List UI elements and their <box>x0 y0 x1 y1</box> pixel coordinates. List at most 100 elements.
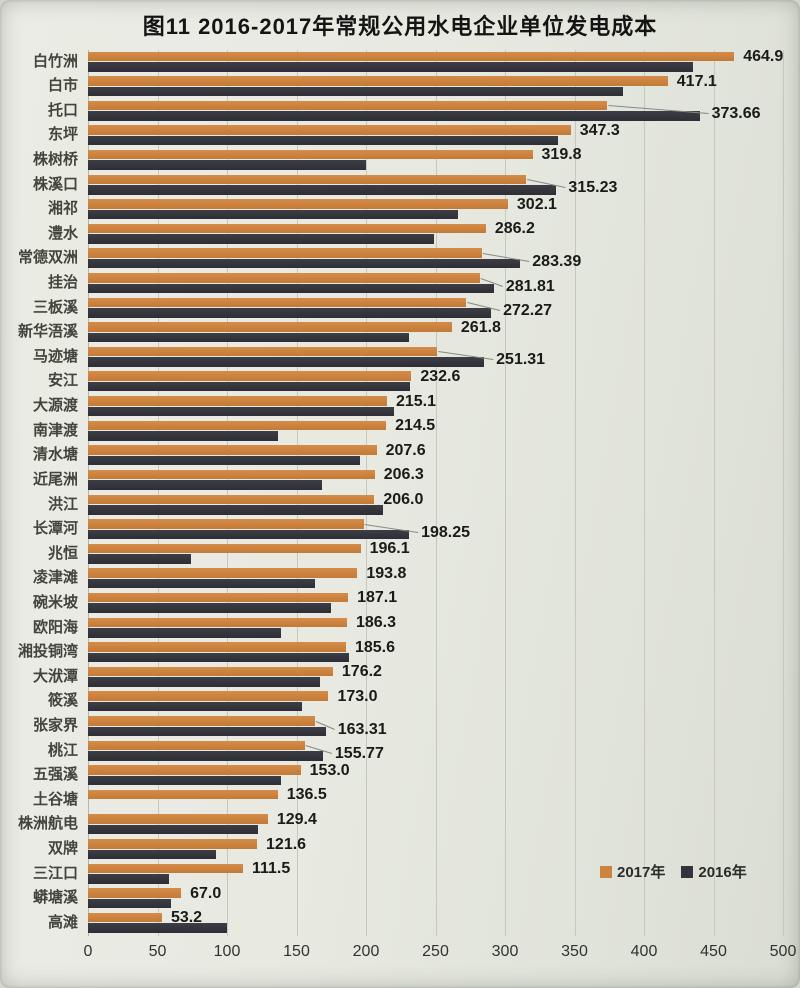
category-label: 挂治 <box>47 274 78 291</box>
category-label: 安江 <box>47 372 78 390</box>
bar-2016 <box>88 578 315 589</box>
category-label: 马迹塘 <box>32 347 78 365</box>
bar-2017 <box>88 592 349 603</box>
bar-2017 <box>88 666 333 677</box>
bar-2016 <box>88 603 332 613</box>
value-label: 347.3 <box>579 121 620 139</box>
bar-2016 <box>88 234 435 244</box>
category-label: 湘投铜湾 <box>17 643 78 661</box>
bar-2016 <box>88 332 410 343</box>
bar-2017 <box>88 223 486 234</box>
legend-item-2016: 2016年 <box>681 861 747 882</box>
bar-2017 <box>88 273 480 283</box>
category-label: 白市 <box>47 77 78 95</box>
value-label: 198.25 <box>421 523 471 541</box>
value-label: 315.23 <box>568 179 618 197</box>
bar-2017 <box>88 199 508 209</box>
bar-2016 <box>88 185 557 195</box>
value-label: 196.1 <box>369 540 410 558</box>
bar-2016 <box>88 726 326 736</box>
value-label: 417.1 <box>676 72 717 90</box>
x-tick-label: 400 <box>630 943 658 960</box>
bar-2016 <box>88 824 258 835</box>
gridline <box>505 50 506 936</box>
category-label: 土谷塘 <box>32 790 78 808</box>
bar-2017 <box>88 494 375 504</box>
value-label: 111.5 <box>251 860 291 878</box>
bar-2016 <box>88 554 191 564</box>
bar-2017 <box>88 76 668 86</box>
bar-2016 <box>88 751 323 761</box>
category-label: 兆恒 <box>47 544 78 562</box>
category-label: 高滩 <box>47 913 78 931</box>
category-labels: 白竹洲 白市 托口 东坪 株树桥 株溪口 湘祁 澧水 常德双洲 挂治 三板溪 新华浯溪 马迹塘 安江 大源渡… <box>0 50 84 936</box>
value-label: 173.0 <box>337 687 378 705</box>
value-label: 136.5 <box>286 786 327 804</box>
value-label: 319.8 <box>541 146 582 164</box>
value-label: 302.1 <box>516 195 557 213</box>
x-tick-label: 450 <box>700 943 727 960</box>
bar-2017 <box>88 469 375 480</box>
bar-2017 <box>88 888 182 898</box>
bar-2017 <box>88 396 387 406</box>
category-label: 常德双洲 <box>17 249 78 267</box>
category-label: 大洑潭 <box>32 667 78 685</box>
value-label: 464.9 <box>743 48 784 65</box>
gridline <box>296 50 298 936</box>
bar-2016 <box>88 357 485 367</box>
bar-2017 <box>88 100 608 111</box>
category-label: 张家界 <box>32 717 78 734</box>
bar-2017 <box>88 519 364 529</box>
gridline <box>366 50 367 936</box>
category-label: 长潭河 <box>32 520 78 538</box>
gridline <box>783 50 784 936</box>
bar-2016 <box>88 480 322 490</box>
value-label: 286.2 <box>494 220 535 238</box>
category-label: 三江口 <box>32 864 78 882</box>
category-label: 五强溪 <box>32 766 78 784</box>
category-label: 托口 <box>47 101 78 119</box>
legend-label: 2017年 <box>617 864 666 881</box>
legend-swatch <box>600 865 612 878</box>
x-tick-label: 50 <box>148 943 167 960</box>
category-label: 欧阳海 <box>32 618 78 636</box>
gridline <box>574 50 576 936</box>
value-label: 206.3 <box>383 466 424 484</box>
x-tick-label: 100 <box>213 943 241 960</box>
category-label: 碗米坡 <box>32 593 78 611</box>
x-tick-label: 500 <box>769 943 797 960</box>
category-label: 南津渡 <box>32 421 78 439</box>
bar-2017 <box>88 543 361 554</box>
value-label: 207.6 <box>385 441 426 459</box>
bar-2017 <box>88 839 258 849</box>
bar-2016 <box>88 652 350 663</box>
bar-2017 <box>88 174 527 185</box>
category-label: 白竹洲 <box>32 52 78 70</box>
category-label: 蟒塘溪 <box>32 889 78 907</box>
bar-2016 <box>88 135 558 146</box>
bar-2016 <box>88 111 700 121</box>
category-label: 澧水 <box>47 224 78 242</box>
bar-2016 <box>88 775 282 786</box>
x-tick-label: 350 <box>561 943 588 960</box>
category-label: 近尾洲 <box>32 470 78 488</box>
bar-2017 <box>88 371 412 381</box>
category-label: 新华浯溪 <box>17 323 78 341</box>
bar-2017 <box>88 51 735 61</box>
bar-2017 <box>88 863 243 874</box>
value-label: 193.8 <box>366 564 407 582</box>
value-label: 186.3 <box>355 614 396 632</box>
value-label: 283.39 <box>532 252 582 270</box>
bar-2017 <box>88 912 162 923</box>
bar-2017 <box>88 420 387 431</box>
bar-2016 <box>88 209 458 220</box>
bar-2017 <box>88 125 571 135</box>
bar-2017 <box>88 568 358 578</box>
x-tick-label: 200 <box>352 943 380 960</box>
category-label: 双牌 <box>47 840 78 858</box>
bar-2017 <box>88 716 315 726</box>
bar-2016 <box>88 431 279 441</box>
x-tick-label: 250 <box>422 943 449 960</box>
bar-2017 <box>88 691 329 701</box>
gridline <box>644 50 645 936</box>
